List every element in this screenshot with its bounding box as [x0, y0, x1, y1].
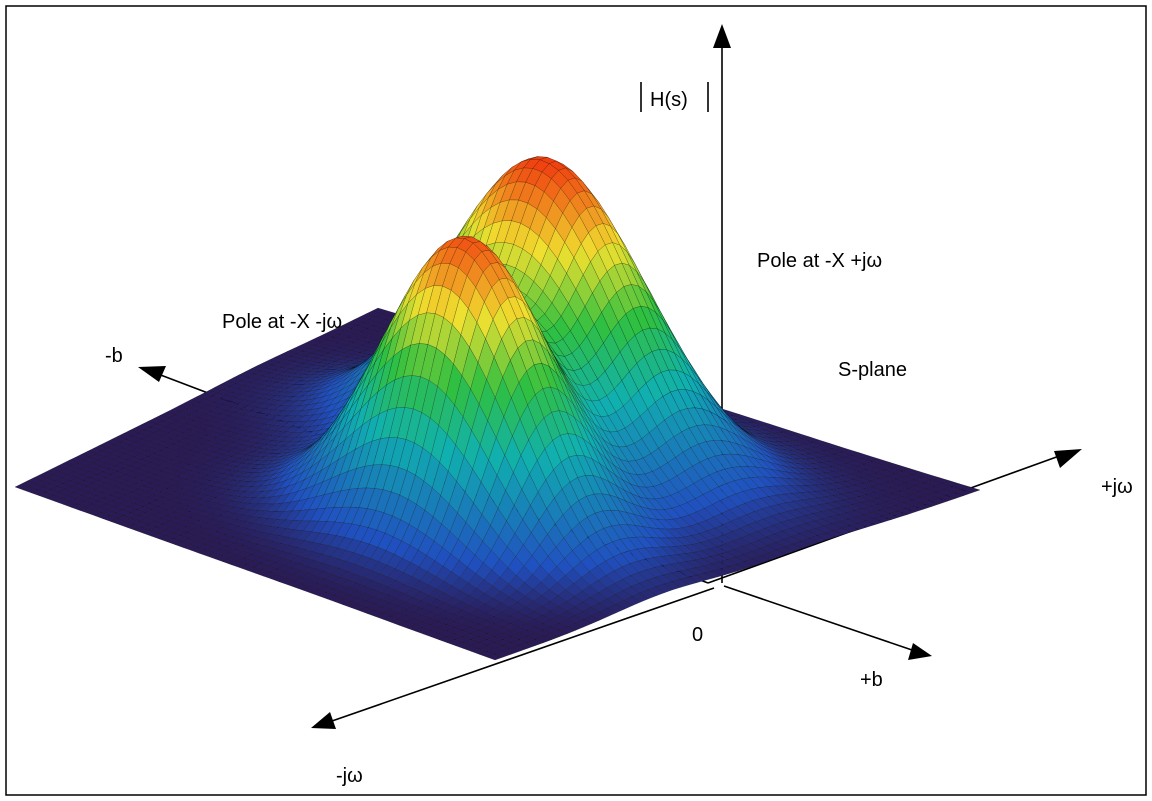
plus-jw-label: +jω — [1101, 476, 1133, 498]
magnitude-label: H(s) — [640, 82, 709, 112]
magnitude-surface — [14, 156, 981, 661]
axes-front — [311, 585, 932, 729]
plus-jw-arrowhead — [1054, 449, 1082, 468]
magnitude-arrowhead — [713, 24, 731, 48]
plus-b-label: +b — [860, 669, 883, 691]
pole-upper-label: Pole at -X +jω — [757, 250, 882, 272]
pole-lower-label: Pole at -X -jω — [222, 311, 342, 333]
minus-b-arrowhead — [138, 366, 166, 382]
plus-b-arrowhead — [908, 643, 932, 660]
minus-jw-axis — [331, 587, 715, 722]
plus-b-axis — [723, 585, 913, 651]
minus-jw-arrowhead — [311, 712, 336, 729]
magnitude-text: H(s) — [650, 89, 688, 111]
minus-jw-label: -jω — [336, 765, 363, 787]
origin-label: 0 — [692, 624, 703, 646]
minus-b-label: -b — [105, 345, 123, 367]
surface-facet — [486, 654, 504, 661]
s-plane-label: S-plane — [838, 359, 907, 381]
